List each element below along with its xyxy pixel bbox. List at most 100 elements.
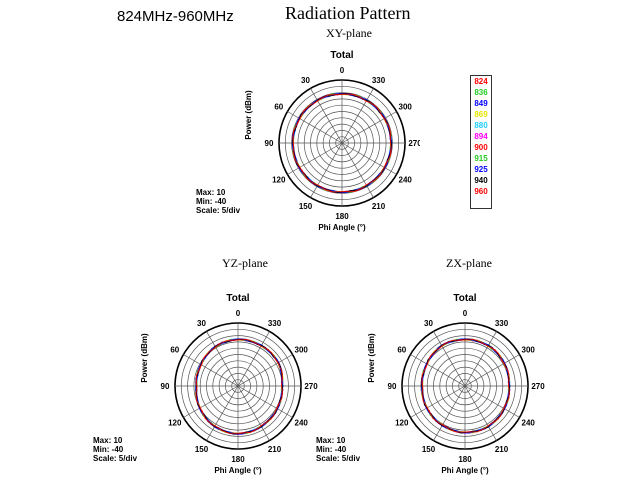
polar-chart-zx: 0 30 60 90 120 150 180 210 240 270 300 330 Total Phi … <box>367 293 545 475</box>
scale-div: Scale: 5/div <box>196 206 241 215</box>
scale-info-xy: Max: 10 Min: -40 Scale: 5/div <box>196 188 240 215</box>
chart-title: Total <box>453 293 476 304</box>
frequency-legend: 824 836 849 869 880 894 900 915 925 940 960 <box>470 75 492 209</box>
angle-tick-label: 210 <box>495 445 509 454</box>
angle-tick-label: 60 <box>397 346 406 355</box>
angle-tick-label: 180 <box>335 212 349 221</box>
angle-tick-label: 240 <box>399 176 413 185</box>
data-series-line <box>292 93 392 193</box>
legend-item: 915 <box>474 154 488 163</box>
polar-grid-spoke <box>183 354 239 387</box>
angle-tick-label: 120 <box>395 419 409 428</box>
polar-grid-spoke <box>341 142 374 198</box>
scale-min: Min: -40 <box>316 445 347 454</box>
data-series-line <box>421 339 510 433</box>
angle-tick-label: 270 <box>408 139 420 148</box>
legend-item: 824 <box>474 77 488 86</box>
legend-item: 925 <box>474 165 488 174</box>
x-axis-label: Phi Angle (°) <box>318 223 366 232</box>
polar-grid-spoke <box>310 142 343 198</box>
angle-tick-label: 330 <box>372 76 386 85</box>
data-series-line <box>195 339 284 434</box>
polar-grid-spoke <box>410 354 466 387</box>
polar-grid-spoke <box>237 385 293 418</box>
angle-tick-label: 270 <box>304 382 318 391</box>
polar-chart-xy: 0 30 60 90 120 150 180 210 240 270 300 330 Total Phi … <box>244 50 420 232</box>
polar-grid-spoke <box>237 331 270 387</box>
polar-grid-spoke <box>433 331 466 387</box>
x-axis-label: Phi Angle (°) <box>441 466 489 475</box>
page-title: Radiation Pattern <box>285 3 411 23</box>
legend-item: 894 <box>474 132 488 141</box>
legend-item: 869 <box>474 110 488 119</box>
angle-tick-label: 240 <box>295 419 309 428</box>
scale-info-yz: Max: 10 Min: -40 Scale: 5/div <box>93 436 137 463</box>
polar-grid-spoke <box>341 111 397 144</box>
polar-grid-spoke <box>183 385 239 418</box>
y-axis-label: Power (dBm) <box>367 333 376 383</box>
angle-tick-label: 90 <box>161 382 170 391</box>
scale-info-zx: Max: 10 Min: -40 Scale: 5/div <box>316 436 360 463</box>
angle-tick-label: 180 <box>458 455 472 464</box>
scale-max: Max: 10 <box>196 188 226 197</box>
angle-tick-label: 180 <box>231 455 245 464</box>
polar-grid-spoke <box>206 331 239 387</box>
legend-item: 960 <box>474 187 488 196</box>
polar-grid-spoke <box>287 142 343 175</box>
plane-label-xy: XY-plane <box>326 26 372 40</box>
angle-tick-label: 150 <box>422 445 436 454</box>
angle-tick-label: 30 <box>197 319 206 328</box>
polar-grid-spoke <box>310 88 343 144</box>
scale-max: Max: 10 <box>93 436 123 445</box>
frequency-range-title: 824MHz-960MHz <box>117 8 234 25</box>
angle-tick-label: 60 <box>170 346 179 355</box>
angle-tick-label: 90 <box>265 139 274 148</box>
polar-grid-spoke <box>237 385 270 441</box>
angle-tick-label: 150 <box>299 202 313 211</box>
scale-div: Scale: 5/div <box>93 454 138 463</box>
angle-tick-label: 120 <box>272 176 286 185</box>
angle-tick-label: 300 <box>295 346 309 355</box>
plane-label-yz: YZ-plane <box>222 256 268 270</box>
legend-item: 900 <box>474 143 488 152</box>
data-series-line <box>420 338 511 434</box>
angle-tick-label: 0 <box>236 309 241 318</box>
legend-item: 836 <box>474 88 488 97</box>
legend-item: 940 <box>474 176 488 185</box>
polar-grid-spoke <box>341 142 397 175</box>
polar-grid-spoke <box>237 354 293 387</box>
angle-tick-label: 330 <box>268 319 282 328</box>
legend-item: 849 <box>474 99 488 108</box>
x-axis-label: Phi Angle (°) <box>214 466 262 475</box>
polar-grid-spoke <box>341 88 374 144</box>
polar-grid-spoke <box>464 385 520 418</box>
angle-tick-label: 90 <box>388 382 397 391</box>
angle-tick-label: 150 <box>195 445 209 454</box>
angle-tick-label: 210 <box>268 445 282 454</box>
angle-tick-label: 60 <box>274 103 283 112</box>
polar-grid-spoke <box>464 331 497 387</box>
polar-grid-spoke <box>433 385 466 441</box>
chart-title: Total <box>330 50 353 61</box>
scale-div: Scale: 5/div <box>316 454 361 463</box>
y-axis-label: Power (dBm) <box>140 333 149 383</box>
angle-tick-label: 300 <box>399 103 413 112</box>
scale-min: Min: -40 <box>196 197 227 206</box>
angle-tick-label: 30 <box>301 76 310 85</box>
chart-title: Total <box>226 293 249 304</box>
polar-grid-spoke <box>287 111 343 144</box>
plane-label-zx: ZX-plane <box>446 256 492 270</box>
angle-tick-label: 300 <box>522 346 536 355</box>
y-axis-label: Power (dBm) <box>244 90 253 140</box>
angle-tick-label: 270 <box>531 382 545 391</box>
angle-tick-label: 210 <box>372 202 386 211</box>
polar-chart-yz: 0 30 60 90 120 150 180 210 240 270 300 330 Total Phi … <box>140 293 318 475</box>
polar-grid-spoke <box>464 385 497 441</box>
polar-grid-spoke <box>464 354 520 387</box>
polar-grid-spoke <box>410 385 466 418</box>
data-series-line <box>195 338 284 435</box>
angle-tick-label: 30 <box>424 319 433 328</box>
angle-tick-label: 120 <box>168 419 182 428</box>
scale-max: Max: 10 <box>316 436 346 445</box>
